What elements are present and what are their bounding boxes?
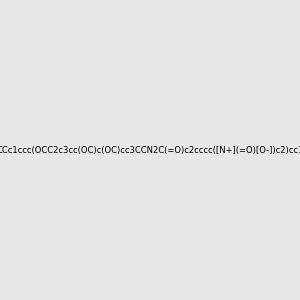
Text: CCc1ccc(OCC2c3cc(OC)c(OC)cc3CCN2C(=O)c2cccc([N+](=O)[O-])c2)cc1: CCc1ccc(OCC2c3cc(OC)c(OC)cc3CCN2C(=O)c2c… bbox=[0, 146, 300, 154]
